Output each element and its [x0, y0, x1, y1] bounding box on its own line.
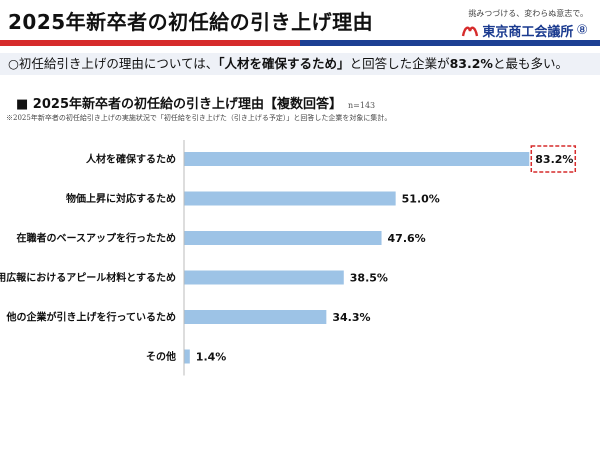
value-label: 34.3% [332, 311, 370, 324]
org-tagline: 挑みつづける、変わらぬ意志で。 [468, 9, 588, 18]
bar [184, 310, 327, 324]
value-label: 1.4% [196, 351, 227, 364]
value-label: 38.5% [350, 272, 388, 285]
summary-value: 83.2% [449, 56, 493, 71]
chart-sample-size: n=143 [348, 101, 376, 110]
summary-highlight: 「人材を確保するため」 [218, 56, 350, 71]
bar [184, 270, 344, 285]
highlight-box [530, 145, 577, 173]
bar [184, 231, 382, 245]
page-title: 2025年新卒者の初任給の引き上げ理由 [8, 10, 374, 34]
header-band-red [0, 40, 300, 46]
chart-title-text: ■ 2025年新卒者の初任給の引き上げ理由【複数回答】 [16, 97, 342, 112]
header-band [0, 40, 600, 46]
org-logo-block: 挑みつづける、変わらぬ意志で。 東京商工会議所 ⑧ [461, 8, 588, 40]
value-label: 47.6% [388, 232, 426, 245]
page-number: ⑧ [576, 23, 588, 38]
value-label: 51.0% [402, 193, 440, 206]
category-label: 他の企業が引き上げを行っているため [6, 311, 177, 324]
category-label: 在職者のベースアップを行ったため [17, 232, 177, 245]
summary-middle: と回答した企業が [349, 56, 450, 71]
bar [184, 152, 530, 166]
category-label: その他 [146, 350, 176, 363]
bar [184, 191, 396, 206]
summary-box: ○初任給引き上げの理由については、「人材を確保するため」と回答した企業が83.2… [0, 53, 600, 75]
chart-note: ※2025年新卒者の初任給引き上げの実施状況で「初任給を引き上げた（引き上げる予… [6, 114, 392, 122]
summary-suffix: と最も多い。 [492, 56, 568, 71]
summary-prefix: ○初任給引き上げの理由については、 [8, 56, 219, 71]
value-label: 83.2% [535, 153, 573, 166]
header-band-blue [300, 40, 600, 46]
org-row: 東京商工会議所 ⑧ [461, 21, 588, 40]
category-label: 採用広報におけるアピール材料とするため [0, 271, 176, 284]
category-label: 物価上昇に対応するため [66, 192, 176, 205]
bar [184, 349, 190, 364]
chart-title: ■ 2025年新卒者の初任給の引き上げ理由【複数回答】 n=143 [16, 93, 375, 112]
category-label: 人材を確保するため [86, 153, 176, 166]
org-name: 東京商工会議所 [482, 25, 574, 40]
chamber-logo-icon [462, 26, 479, 36]
